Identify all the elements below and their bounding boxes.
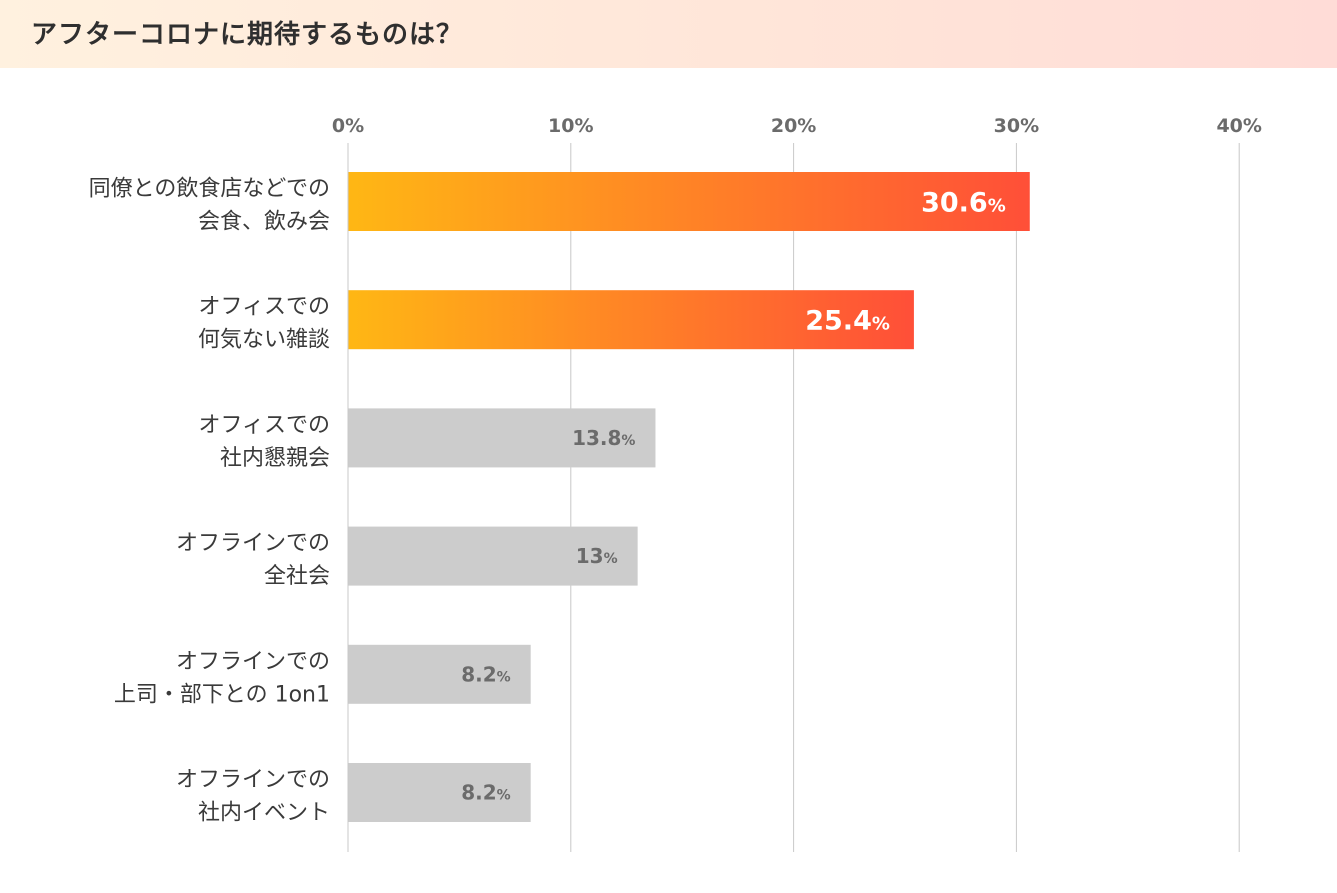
x-tick-label: 0% <box>332 115 364 137</box>
category-label-line: オフラインでの <box>176 531 330 556</box>
category-label-line: オフラインでの <box>176 768 330 793</box>
data-label-value: 30.6 <box>921 188 988 219</box>
category-label-line: 同僚との飲食店などでの <box>89 177 330 202</box>
bar <box>348 290 914 350</box>
data-label: 13.8% <box>572 426 635 450</box>
title-banner: アフターコロナに期待するものは？ <box>0 0 1337 68</box>
data-label: 8.2% <box>461 781 510 805</box>
x-tick-label: 30% <box>994 115 1039 137</box>
category-label: オフィスでの何気ない雑談 <box>198 295 330 353</box>
category-label-line: 社内懇親会 <box>220 446 330 471</box>
category-label-line: オフィスでの <box>198 295 330 320</box>
data-label-unit: % <box>621 433 635 449</box>
category-label: オフラインでの全社会 <box>176 531 330 589</box>
data-label-value: 13.8 <box>572 426 621 450</box>
category-label-line: 会食、飲み会 <box>198 210 330 235</box>
data-label: 8.2% <box>461 662 510 686</box>
chart-title: アフターコロナに期待するものは？ <box>31 20 464 50</box>
bar <box>348 408 656 468</box>
data-label: 30.6% <box>921 188 1006 219</box>
data-label-value: 25.4 <box>805 306 872 337</box>
data-label-unit: % <box>604 551 618 567</box>
category-label: オフラインでの上司・部下との 1on1 <box>114 649 330 707</box>
bar <box>348 172 1030 231</box>
data-label-value: 13 <box>576 544 604 568</box>
bar <box>348 644 531 704</box>
category-label-line: 全社会 <box>264 564 330 589</box>
x-tick-label: 10% <box>548 115 593 137</box>
data-label-unit: % <box>497 788 511 804</box>
category-label-line: オフィスでの <box>198 413 330 438</box>
category-label-line: オフラインでの <box>176 649 330 674</box>
bar <box>348 526 638 586</box>
category-label-line: 上司・部下との 1on1 <box>114 682 330 707</box>
category-label-line: 何気ない雑談 <box>198 328 330 353</box>
data-label: 13% <box>576 544 618 568</box>
data-label-unit: % <box>497 669 511 685</box>
category-label: 同僚との飲食店などでの会食、飲み会 <box>89 177 330 235</box>
data-label: 25.4% <box>805 306 890 337</box>
category-label: オフラインでの社内イベント <box>176 768 330 826</box>
x-tick-label: 20% <box>771 115 816 137</box>
data-label-unit: % <box>872 314 890 335</box>
x-tick-label: 40% <box>1216 115 1261 137</box>
data-label-value: 8.2 <box>461 662 496 686</box>
data-label-unit: % <box>988 196 1006 217</box>
category-label-line: 社内イベント <box>198 801 330 826</box>
bar <box>348 763 531 822</box>
category-label: オフィスでの社内懇親会 <box>198 413 330 471</box>
data-label-value: 8.2 <box>461 781 496 805</box>
